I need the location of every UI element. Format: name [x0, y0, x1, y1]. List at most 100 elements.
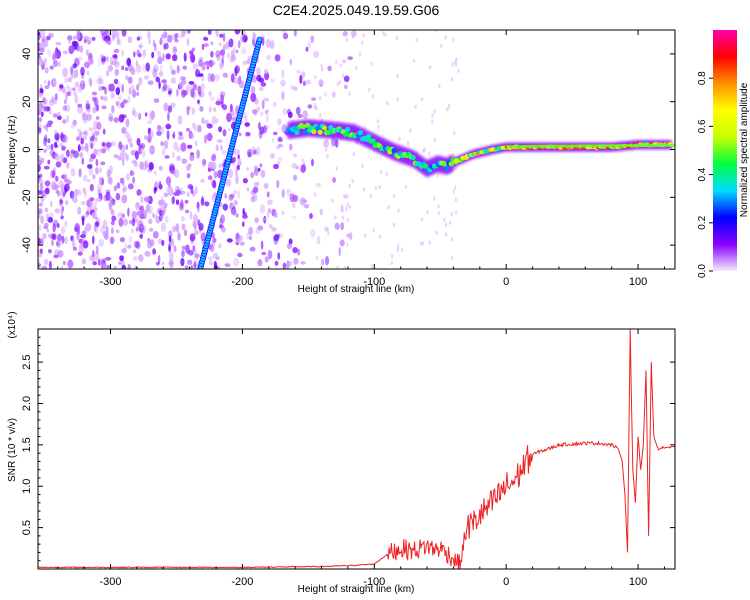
- noise-speck: [152, 231, 159, 239]
- noise-speck: [98, 85, 102, 92]
- y-tick-label: 0: [21, 146, 33, 152]
- spectrogram-x-axis-label: Height of straight line (km): [298, 284, 415, 295]
- noise-speck: [225, 41, 230, 50]
- noise-speck: [89, 58, 94, 65]
- noise-speck: [258, 130, 263, 139]
- noise-speck: [321, 67, 324, 72]
- noise-speck: [124, 242, 127, 250]
- noise-speck: [79, 244, 84, 249]
- noise-speck: [172, 225, 177, 233]
- noise-speck: [156, 124, 162, 131]
- noise-speck: [125, 74, 128, 81]
- noise-speck: [246, 187, 250, 192]
- snr-y-axis-label: SNR (10 * v/v): [7, 418, 18, 482]
- noise-speck: [220, 214, 226, 224]
- noise-speck: [52, 77, 57, 87]
- noise-speck: [200, 232, 207, 242]
- noise-speck: [258, 86, 264, 91]
- noise-speck: [80, 80, 84, 85]
- noise-speck: [415, 37, 418, 43]
- noise-speck: [194, 253, 200, 259]
- noise-speck: [154, 43, 157, 52]
- noise-speck: [43, 222, 49, 228]
- noise-speck: [450, 255, 454, 260]
- noise-speck: [319, 113, 322, 118]
- noise-speck: [315, 255, 319, 260]
- noise-speck: [62, 105, 68, 112]
- noise-speck: [117, 94, 123, 101]
- noise-speck: [313, 50, 320, 58]
- noise-speck: [41, 189, 47, 198]
- noise-speck: [89, 197, 95, 202]
- noise-speck: [233, 148, 238, 156]
- noise-speck: [169, 165, 176, 174]
- noise-speck: [286, 260, 293, 266]
- noise-speck: [145, 62, 150, 72]
- noise-speck: [207, 30, 212, 35]
- noise-speck: [343, 75, 350, 83]
- noise-speck: [88, 127, 93, 132]
- noise-speck: [368, 87, 371, 92]
- noise-speck: [177, 136, 184, 140]
- noise-speck: [72, 150, 79, 159]
- noise-speck: [60, 215, 64, 220]
- noise-speck: [135, 241, 141, 250]
- noise-speck: [309, 213, 313, 219]
- noise-speck: [260, 170, 266, 178]
- noise-speck: [53, 254, 59, 259]
- noise-speck: [84, 61, 90, 69]
- noise-speck: [70, 235, 74, 242]
- noise-speck: [227, 52, 231, 60]
- noise-speck: [179, 202, 184, 211]
- noise-speck: [437, 204, 440, 209]
- noise-speck: [229, 107, 235, 116]
- noise-speck: [190, 83, 197, 90]
- noise-speck: [166, 130, 170, 140]
- noise-speck: [419, 241, 423, 246]
- noise-speck: [167, 34, 173, 43]
- noise-speck: [113, 265, 117, 269]
- noise-speck: [222, 203, 228, 211]
- noise-speck: [44, 191, 47, 200]
- noise-speck: [38, 164, 41, 173]
- noise-speck: [43, 258, 49, 265]
- noise-speck: [287, 108, 291, 115]
- noise-speck: [63, 99, 67, 105]
- noise-speck: [101, 141, 106, 147]
- noise-speck: [86, 144, 90, 154]
- noise-speck: [272, 131, 278, 136]
- noise-speck: [121, 114, 127, 119]
- noise-speck: [158, 209, 161, 214]
- noise-speck: [78, 168, 82, 178]
- noise-speck: [257, 259, 263, 267]
- noise-speck: [324, 92, 327, 97]
- noise-speck: [80, 201, 86, 206]
- noise-speck: [62, 86, 66, 94]
- noise-speck: [53, 141, 58, 148]
- noise-speck: [171, 69, 176, 75]
- noise-speck: [127, 207, 130, 217]
- noise-speck: [237, 157, 242, 163]
- noise-speck: [291, 202, 296, 209]
- noise-speck: [211, 115, 217, 125]
- noise-speck: [62, 119, 67, 124]
- noise-speck: [215, 100, 222, 106]
- noise-speck: [318, 79, 324, 88]
- noise-speck: [106, 56, 109, 62]
- noise-speck: [140, 224, 146, 234]
- noise-speck: [164, 42, 169, 50]
- noise-speck: [148, 227, 154, 232]
- noise-speck: [334, 222, 340, 230]
- noise-speck: [94, 136, 98, 142]
- noise-speck: [386, 101, 389, 106]
- noise-speck: [307, 104, 313, 109]
- noise-speck: [60, 133, 67, 143]
- noise-speck: [44, 67, 49, 74]
- noise-speck: [198, 222, 204, 231]
- noise-speck: [179, 190, 186, 195]
- noise-speck: [138, 44, 144, 49]
- noise-speck: [128, 219, 133, 225]
- noise-speck: [58, 88, 63, 92]
- noise-speck: [39, 182, 44, 191]
